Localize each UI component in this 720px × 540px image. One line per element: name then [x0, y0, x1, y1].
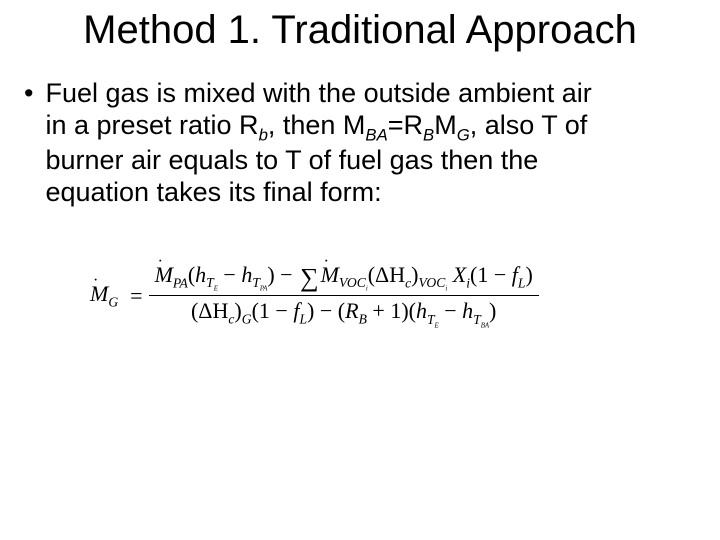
bullet-line2a: in a preset ratio R — [45, 110, 258, 140]
eq-lhs: · MG — [90, 281, 124, 310]
bullet-sub-b: b — [259, 125, 268, 144]
equation-line: · MG = ·MPA(hTE − hTPA) − ∑·MVOCi(ΔHc)VO… — [90, 260, 630, 331]
bullet-line3: burner air equals to T of fuel gas then … — [45, 145, 538, 175]
eq-lhs-sub: G — [108, 294, 118, 309]
eq-numerator: ·MPA(hTE − hTPA) − ∑·MVOCi(ΔHc)VOCi Xi(1… — [149, 260, 539, 295]
bullet-line2b: , then M — [268, 110, 366, 140]
eq-num-M2: ·M — [321, 262, 339, 288]
bullet-line2d: M — [434, 110, 457, 140]
sigma-icon: ∑ — [298, 263, 321, 292]
eq-fraction: ·MPA(hTE − hTPA) − ∑·MVOCi(ΔHc)VOCi Xi(1… — [149, 260, 539, 331]
bullet-text: Fuel gas is mixed with the outside ambie… — [45, 78, 690, 209]
bullet-line4: equation takes its final form: — [45, 177, 381, 207]
bullet-sub-g: G — [457, 125, 470, 144]
slide: Method 1. Traditional Approach • Fuel ga… — [0, 0, 720, 540]
equation: · MG = ·MPA(hTE − hTPA) − ∑·MVOCi(ΔHc)VO… — [90, 260, 630, 331]
eq-num-M1: ·M — [155, 262, 173, 288]
slide-title: Method 1. Traditional Approach — [0, 8, 720, 53]
bullet-line2e: , also T of — [470, 110, 588, 140]
eq-denominator: (ΔHc)G(1 − fL) − (RB + 1)(hTE − hTBA) — [185, 296, 502, 331]
bullet-item: • Fuel gas is mixed with the outside amb… — [22, 78, 690, 209]
eq-lhs-dot: · — [93, 272, 98, 290]
bullet-sub-rb: B — [423, 125, 434, 144]
bullet-line1: Fuel gas is mixed with the outside ambie… — [45, 78, 591, 108]
bullet-sub-ba: BA — [365, 125, 387, 144]
bullet-line2c: =R — [388, 110, 423, 140]
slide-body: • Fuel gas is mixed with the outside amb… — [22, 78, 690, 209]
bullet-dot: • — [22, 78, 45, 110]
eq-equals: = — [124, 283, 148, 309]
